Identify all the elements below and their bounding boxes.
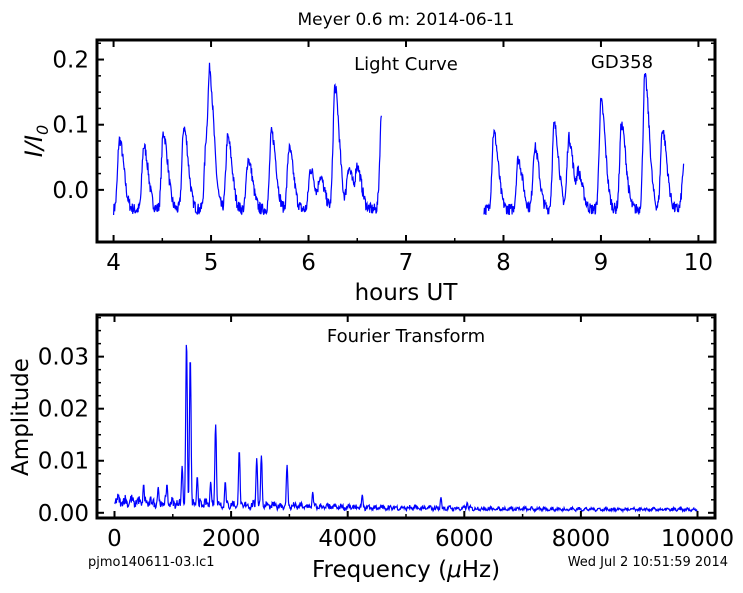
light-curve-y-tick-label: 0.2 <box>52 48 89 74</box>
fourier-x-tick-label: 4000 <box>318 526 377 552</box>
light-curve-panel: 4 5 6 7 8 9 10 0.0 0.1 0.2 Light Curve GD358 hour… <box>20 38 717 306</box>
fourier-x-tick-label: 0 <box>107 526 122 552</box>
fourier-x-tick-label: 8000 <box>552 526 611 552</box>
light-curve-x-tick-label: 10 <box>684 250 713 276</box>
light-curve-series-line <box>113 62 685 216</box>
light-curve-y-tick-label: 0.0 <box>52 178 89 204</box>
star-name-label: GD358 <box>591 52 653 73</box>
fourier-y-axis-label: Amplitude <box>8 358 34 476</box>
light-curve-y-tick-label: 0.1 <box>52 113 89 139</box>
fourier-x-tick-label: 10000 <box>661 526 734 552</box>
light-curve-x-tick-label: 7 <box>399 250 414 276</box>
light-curve-x-tick-label: 9 <box>594 250 609 276</box>
fourier-title: Fourier Transform <box>327 326 485 347</box>
fourier-y-tick-label: 0.03 <box>38 345 89 371</box>
light-curve-x-tick-label: 8 <box>496 250 511 276</box>
light-curve-x-axis-label: hours UT <box>355 280 459 306</box>
fourier-y-tick-label: 0.01 <box>38 449 89 475</box>
fourier-y-tick-label: 0.02 <box>38 397 89 423</box>
figure-title: Meyer 0.6 m: 2014-06-11 <box>298 10 515 30</box>
fourier-x-tick-label: 6000 <box>435 526 494 552</box>
fourier-x-tick-label: 2000 <box>202 526 261 552</box>
fourier-panel: 0 2000 4000 6000 8000 10000 0.00 0.01 0.02 0.03 F… <box>8 313 734 583</box>
fourier-series-line <box>114 344 698 514</box>
light-curve-x-tick-label: 4 <box>106 250 121 276</box>
light-curve-x-tick-label: 5 <box>204 250 219 276</box>
footer-timestamp: Wed Jul 2 10:51:59 2014 <box>568 555 728 570</box>
fourier-x-axis-label: Frequency (μHz) <box>312 557 500 583</box>
light-curve-y-axis-label: I/I0 <box>20 125 52 157</box>
light-curve-x-tick-label: 6 <box>301 250 316 276</box>
fourier-y-tick-label: 0.00 <box>38 501 89 527</box>
footer-filename: pjmo140611-03.lc1 <box>88 555 215 570</box>
light-curve-title: Light Curve <box>354 54 458 75</box>
